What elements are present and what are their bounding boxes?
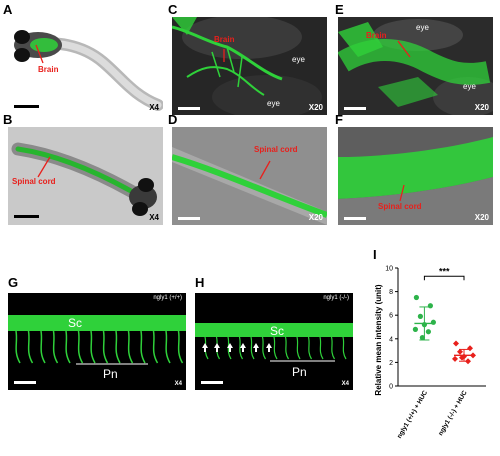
- chart-y-tick-label: 2: [389, 360, 393, 367]
- chart-significance-bracket: [423, 275, 465, 281]
- panel-letter-f: F: [335, 112, 343, 127]
- chart-category-label: ngly1 (+/+) + HUC: [396, 389, 429, 440]
- panel-letter-h: H: [195, 275, 205, 290]
- panel-h-magnification: X4: [341, 381, 349, 387]
- panel-e-image: Brain eye eye X20: [338, 17, 493, 115]
- panel-h-scale-bar: [201, 381, 223, 384]
- chart-point: [470, 352, 476, 359]
- panel-e-brain-label: Brain: [366, 31, 387, 40]
- chart-point: [412, 326, 418, 332]
- chart-point: [425, 329, 431, 335]
- panel-d-spinal-label: Spinal cord: [254, 145, 298, 154]
- panel-c-scale-bar: [178, 107, 200, 110]
- chart-significance-label: ***: [439, 266, 450, 276]
- panel-letter-e: E: [335, 2, 344, 17]
- chart-point: [421, 322, 427, 328]
- panel-letter-a: A: [3, 2, 13, 17]
- panel-c-image: Brain eye eye X20: [172, 17, 327, 115]
- chart-point: [453, 340, 459, 347]
- panel-h-pn-label: Pn: [292, 365, 307, 379]
- chart-point: [452, 355, 458, 362]
- panel-h-sc-label: Sc: [270, 324, 285, 338]
- panel-e-eye-top: eye: [416, 23, 429, 32]
- panel-b-spinal-label: Spinal cord: [12, 177, 56, 186]
- panel-h-image: ngly1 (-/-) Sc Pn X4: [195, 293, 353, 390]
- panel-c-magnification: X20: [308, 103, 323, 112]
- chart-point: [467, 345, 473, 352]
- panel-letter-i: I: [373, 247, 377, 262]
- panel-a-image: Brain X4: [8, 17, 163, 115]
- panel-e-scale-bar: [344, 107, 366, 110]
- panel-letter-b: B: [3, 112, 13, 127]
- chart-point: [457, 348, 463, 355]
- panel-c-eye-top: eye: [292, 55, 305, 64]
- panel-f-scale-bar: [344, 217, 366, 220]
- panel-g-scale-bar: [14, 381, 36, 384]
- panel-a-scale-bar: [14, 105, 39, 108]
- chart-point: [430, 319, 436, 325]
- panel-c-eye-bottom: eye: [267, 99, 280, 108]
- chart-y-tick-label: 4: [389, 336, 393, 343]
- chart-y-tick-label: 0: [389, 384, 393, 391]
- panel-a-magnification: X4: [149, 103, 159, 112]
- chart-point: [427, 303, 433, 309]
- panel-letter-g: G: [8, 275, 19, 290]
- panel-c-brain-label: Brain: [214, 35, 235, 44]
- chart-point: [419, 335, 425, 341]
- chart-point: [417, 313, 423, 319]
- chart-category-label: ngly1 (-/-) + HUC: [437, 389, 469, 437]
- panel-f-magnification: X20: [474, 213, 489, 222]
- panel-g-genotype: ngly1 (+/+): [153, 295, 182, 301]
- panel-d-scale-bar: [178, 217, 200, 220]
- panel-a-brain-label: Brain: [38, 65, 59, 74]
- chart-y-label: Relative mean intensity (unit): [374, 284, 383, 395]
- panel-e-eye-bottom: eye: [463, 82, 476, 91]
- chart-point: [459, 354, 465, 361]
- panel-e-magnification: X20: [474, 103, 489, 112]
- panel-g-pn-label: Pn: [103, 367, 118, 381]
- panel-g-image: ngly1 (+/+) Sc Pn X4: [8, 293, 186, 390]
- panel-f-spinal-label: Spinal cord: [378, 202, 422, 211]
- chart-y-tick-label: 6: [389, 313, 393, 320]
- chart-y-tick-label: 8: [389, 289, 393, 296]
- panel-b-image: Spinal cord X4: [8, 127, 163, 225]
- panel-d-magnification: X20: [308, 213, 323, 222]
- panel-d-image: Spinal cord X20: [172, 127, 327, 225]
- panel-h-genotype: ngly1 (-/-): [323, 295, 349, 301]
- chart-i-svg: Relative mean intensity (unit) 0 2 4 6 8 10 **…: [374, 266, 486, 440]
- panel-letter-c: C: [168, 2, 178, 17]
- panel-g-magnification: X4: [174, 381, 182, 387]
- chart-point: [465, 358, 471, 365]
- chart-y-tick-label: 10: [385, 266, 393, 273]
- chart-point: [413, 294, 419, 301]
- panel-letter-d: D: [168, 112, 178, 127]
- panel-g-sc-label: Sc: [68, 316, 83, 330]
- panel-f-image: Spinal cord X20: [338, 127, 493, 225]
- panel-i-chart: Relative mean intensity (unit) 0 2 4 6 8 10 **…: [370, 250, 496, 450]
- panel-b-magnification: X4: [149, 213, 159, 222]
- panel-b-scale-bar: [14, 215, 39, 218]
